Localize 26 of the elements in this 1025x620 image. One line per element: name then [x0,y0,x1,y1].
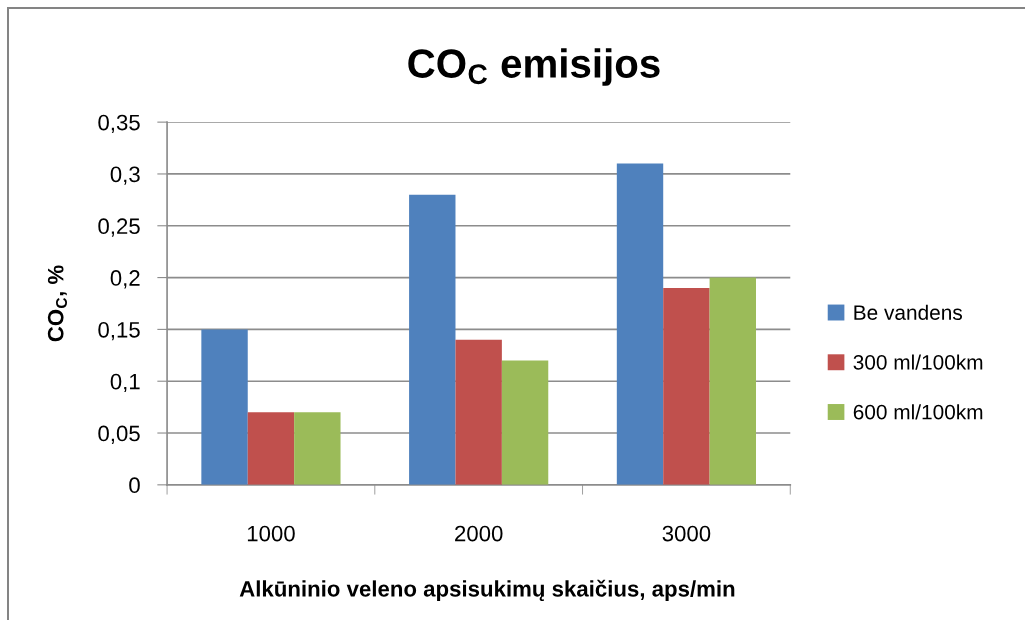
chart-title: CO$_{C}$ emisijos [408,48,660,86]
y-tick-label: 0,25 [98,218,140,237]
bar [663,287,710,485]
x-axis-title: Alkūninio veleno apsisukimų skaičius, aps/min [239,579,735,602]
bar [709,277,756,485]
y-tick-label: 0,3 [110,166,140,185]
y-axis-title: CO$_{C}$, % [47,265,68,342]
y-tick-label: 0,15 [98,321,140,341]
bar [294,412,341,485]
y-tick-label: 0,05 [98,425,140,444]
y-tick-label: 0 [129,477,140,494]
x-tick-label: 1000 [247,525,295,542]
bar [501,360,549,485]
y-tick-label: 0,35 [98,114,140,134]
x-tick-label: 2000 [455,525,503,542]
y-tick-label: 0,1 [110,373,140,393]
bar [616,163,664,485]
legend-label: Be vandens [854,304,963,320]
legend-label: 300 ml/100km [853,354,983,370]
x-tick-label: 3000 [662,525,711,542]
legend-label: 600 ml/100km [853,404,983,420]
y-tick-label: 0,2 [110,270,140,289]
bar [409,194,456,485]
bar [201,329,248,485]
bar [455,339,502,485]
bar [247,412,295,485]
